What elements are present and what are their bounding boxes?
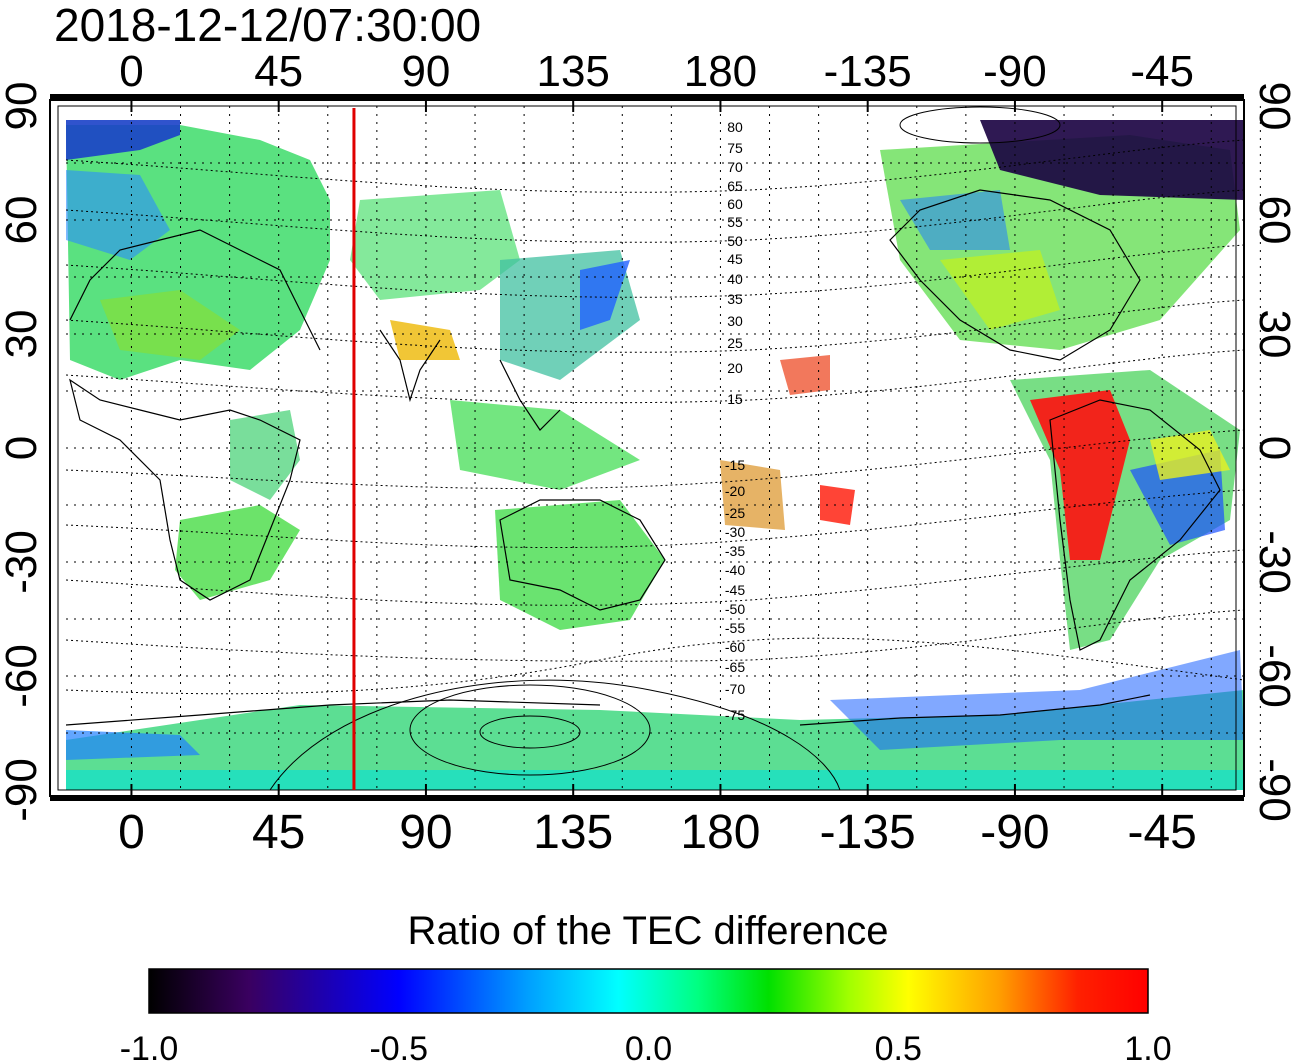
contour-label: -30 [725, 524, 745, 540]
colorbar-tick-label: -1.0 [120, 1030, 179, 1064]
contour-label: -35 [725, 543, 745, 559]
contour-label: -70 [725, 681, 745, 697]
lon-tick-label-top: -45 [1130, 47, 1194, 96]
contour-label: -55 [725, 620, 745, 636]
lon-tick-label-top: 135 [536, 47, 609, 96]
lat-tick-label-right: 60 [1250, 196, 1296, 245]
contour-label: 30 [727, 313, 743, 329]
lat-axis-left: 90 60 30 0 -30 -60 -90 [0, 82, 46, 822]
contour-label: 50 [727, 233, 743, 249]
lat-axis-right: 90 60 30 0 -30 -60 -90 [1250, 82, 1296, 822]
lat-tick-label-left: 0 [0, 436, 46, 460]
colorbar-ticks: -1.0 -0.5 0.0 0.5 1.0 [120, 1030, 1172, 1064]
contour-label: -25 [725, 505, 745, 521]
contour-label: 75 [727, 140, 743, 156]
lat-tick-label-right: -60 [1250, 644, 1296, 708]
lon-tick-label-bottom: -135 [820, 806, 916, 859]
colorbar-title: Ratio of the TEC difference [407, 909, 889, 953]
lat-tick-label-left: -90 [0, 758, 46, 822]
lat-tick-label-left: 60 [0, 196, 46, 245]
lat-tick-label-left: -30 [0, 530, 46, 594]
lat-tick-label-left: 90 [0, 82, 46, 131]
timestamp-title: 2018-12-12/07:30:00 [54, 0, 482, 51]
colorbar-tick-label: -0.5 [369, 1030, 428, 1064]
colorbar-tick-label: 1.0 [1124, 1030, 1171, 1064]
contour-labels: 80 75 70 65 60 55 50 45 40 35 30 25 20 15 -15 -20 -25 -30… [725, 119, 745, 723]
lat-tick-label-right: -30 [1250, 530, 1296, 594]
lat-tick-label-left: 30 [0, 310, 46, 359]
contour-label: 80 [727, 119, 743, 135]
lon-tick-label-top: 45 [254, 47, 303, 96]
colorbar [148, 968, 1149, 1014]
lon-tick-label-bottom: -90 [980, 806, 1049, 859]
colorbar-tick-label: 0.5 [875, 1030, 922, 1064]
contour-label: -50 [725, 601, 745, 617]
lon-axis-bottom: 0 45 90 135 180 -135 -90 -45 [118, 784, 1197, 859]
lon-tick-label-bottom: -45 [1128, 806, 1197, 859]
contour-label: -15 [725, 457, 745, 473]
lat-tick-label-right: -90 [1250, 758, 1296, 822]
lon-tick-label-bottom: 135 [533, 806, 613, 859]
contour-label: 15 [727, 391, 743, 407]
contour-label: 35 [727, 291, 743, 307]
lon-tick-label-top: -90 [983, 47, 1047, 96]
contour-label: 55 [727, 214, 743, 230]
contour-label: 65 [727, 178, 743, 194]
contour-label: 20 [727, 360, 743, 376]
tec-data-field [66, 120, 1244, 790]
contour-label: -40 [725, 562, 745, 578]
contour-label: -45 [725, 582, 745, 598]
lon-tick-label-top: 180 [684, 47, 757, 96]
contour-label: 25 [727, 335, 743, 351]
lat-tick-label-right: 0 [1250, 436, 1296, 460]
lat-tick-label-right: 30 [1250, 310, 1296, 359]
contour-label: -20 [725, 483, 745, 499]
lon-tick-label-bottom: 180 [680, 806, 760, 859]
lon-axis-top: 0 45 90 135 180 -135 -90 -45 [119, 47, 1194, 112]
lon-tick-label-bottom: 0 [118, 806, 145, 859]
lon-tick-label-bottom: 90 [399, 806, 452, 859]
lon-tick-label-top: 90 [401, 47, 450, 96]
coastlines [66, 189, 1221, 726]
lon-tick-label-top: 0 [119, 47, 143, 96]
contour-label: 60 [727, 196, 743, 212]
lon-tick-label-top: -135 [824, 47, 912, 96]
contour-label: -65 [725, 659, 745, 675]
contour-label: -75 [725, 707, 745, 723]
lon-tick-label-bottom: 45 [252, 806, 305, 859]
contour-label: 70 [727, 159, 743, 175]
lat-tick-label-right: 90 [1250, 82, 1296, 131]
lat-tick-label-left: -60 [0, 644, 46, 708]
contour-label: 45 [727, 251, 743, 267]
contour-label: 40 [727, 271, 743, 287]
colorbar-tick-label: 0.0 [625, 1030, 672, 1064]
contour-label: -60 [725, 639, 745, 655]
magnetic-latitude-contours [66, 106, 1244, 790]
lat-lon-grid [66, 106, 1261, 790]
